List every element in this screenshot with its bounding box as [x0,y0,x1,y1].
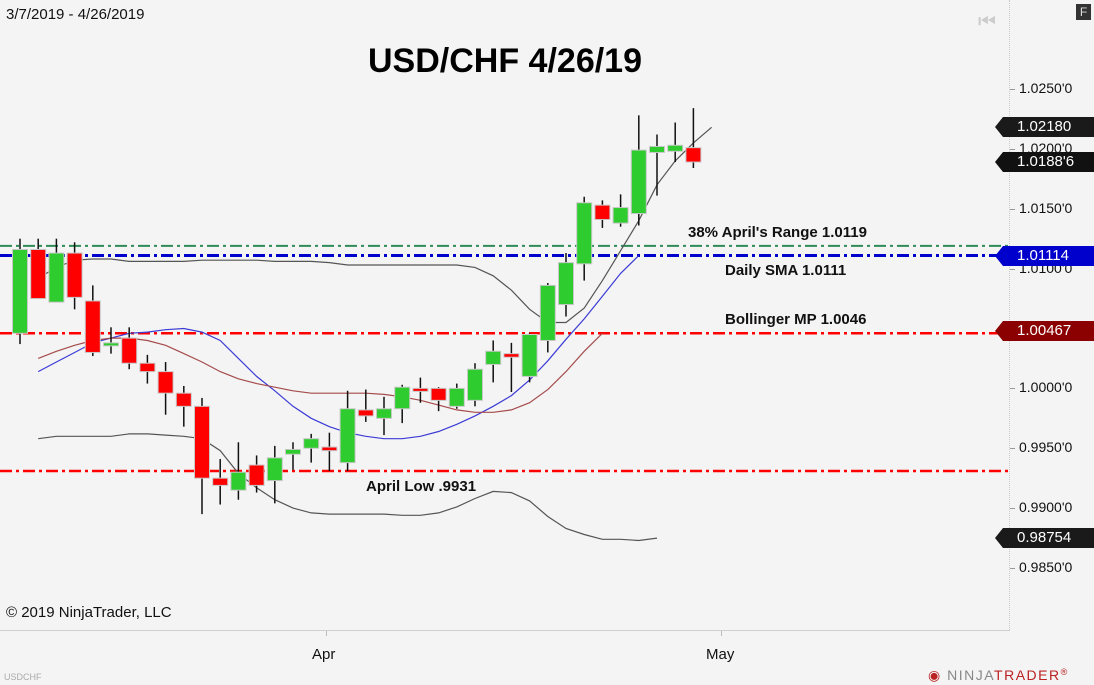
x-tick-apr [326,631,327,636]
candle-up [48,252,65,303]
candle-up [612,207,629,224]
logo-registered: ® [1060,667,1069,677]
candle-down [139,362,156,373]
candle-up [376,408,392,419]
annotation-april-low: April Low .9931 [366,478,477,495]
price-tag: 1.02180 [995,117,1094,137]
candle-up [230,471,247,491]
candle-down [212,477,229,486]
y-tick-label: 1.0200'0 [1019,139,1073,156]
candle-down [157,371,174,394]
candle-up [339,408,356,464]
candle-down [594,204,611,221]
candle-down [503,353,520,358]
candle-up [448,387,465,407]
candle-down [430,387,447,401]
candle-up [539,284,556,341]
y-tick-label: 1.0250'0 [1019,80,1073,96]
price-tag: 1.01114 [995,246,1094,266]
candle-down [194,405,210,479]
candle-down [321,446,338,452]
chart-title: USD/CHF 4/26/19 [368,42,642,80]
candle-up [467,368,483,401]
logo-prefix: NINJA [947,667,995,683]
x-label-may: May [706,646,735,663]
y-tick-label: 1.0150'0 [1019,199,1073,216]
candle-down [248,464,265,486]
ninjatrader-logo: ◉ NINJATRADER® [928,667,1069,684]
candle-up [266,457,283,482]
price-tag: 1.00467 [995,321,1094,341]
time-axis-line [0,630,1010,631]
candle-up [285,448,301,455]
candle-down [30,248,47,300]
candle-up [394,386,411,410]
annotation-daily-sma: Daily SMA 1.0111 [725,262,847,279]
candle-down [357,409,374,417]
bollinger-upper-line [37,126,712,324]
y-tick-label: 1.0000'0 [1019,379,1073,396]
y-tick [1010,388,1015,390]
candle-down [175,392,192,407]
copyright-text: © 2019 NinjaTrader, LLC [6,604,172,621]
chart-plot-area[interactable] [0,0,1010,630]
annotation-fib-38: 38% April's Range 1.0119 [688,224,867,241]
candle-up [103,342,119,347]
y-tick [1010,568,1015,569]
y-tick [1010,448,1015,450]
y-tick-label: 0.9900'0 [1019,499,1073,516]
candle-up [521,333,538,377]
y-tick [1010,148,1015,150]
logo-brand: TRADER [994,667,1061,683]
candlestick-chart [0,108,1008,542]
price-tag: 1.0188'6 [995,152,1094,172]
candle-up [485,350,502,365]
y-tick [1010,268,1015,270]
candle-down [66,252,83,298]
bollinger-lower-line [38,433,658,542]
f-button[interactable]: F [1076,4,1091,20]
candle-up [576,202,593,265]
candle-up [630,149,647,215]
x-label-apr: Apr [312,646,336,663]
y-tick [1010,508,1015,510]
y-tick [1010,208,1015,210]
candle-down [685,147,702,163]
price-axis-line [1009,0,1010,630]
scroll-to-start-icon[interactable]: ⏮ [978,11,996,33]
candle-down [121,337,138,364]
candle-up [303,438,320,449]
y-tick [1010,89,1015,90]
fast-ma-line [37,255,640,440]
candle-up [558,262,574,306]
y-tick-label: 0.9950'0 [1019,439,1073,456]
x-tick-may [721,631,722,636]
candle-down [412,387,429,392]
logo-mark-icon: ◉ [928,667,942,683]
y-tick-label: 0.9850'0 [1019,559,1073,575]
candle-up [12,248,28,334]
annotation-bollinger-mp: Bollinger MP 1.0046 [725,311,867,328]
candle-down [84,300,101,353]
date-range-label: 3/7/2019 - 4/26/2019 [6,6,145,23]
candle-up [649,145,665,153]
price-tag: 0.98754 [995,528,1094,548]
candle-up [667,144,684,152]
instrument-symbol: USDCHF [4,672,42,682]
